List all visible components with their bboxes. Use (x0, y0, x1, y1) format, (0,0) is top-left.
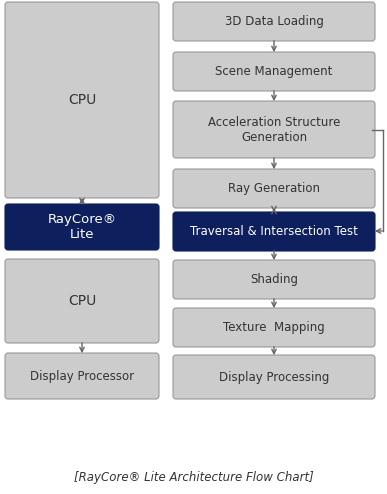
Text: Traversal & Intersection Test: Traversal & Intersection Test (190, 225, 358, 238)
Text: [RayCore® Lite Architecture Flow Chart]: [RayCore® Lite Architecture Flow Chart] (74, 471, 313, 484)
FancyBboxPatch shape (173, 212, 375, 251)
Text: 3D Data Loading: 3D Data Loading (224, 15, 324, 28)
Text: Display Processing: Display Processing (219, 370, 329, 383)
Text: Acceleration Structure
Generation: Acceleration Structure Generation (208, 116, 340, 143)
Text: Texture  Mapping: Texture Mapping (223, 321, 325, 334)
FancyBboxPatch shape (173, 2, 375, 41)
FancyBboxPatch shape (173, 169, 375, 208)
Text: Ray Generation: Ray Generation (228, 182, 320, 195)
Text: Shading: Shading (250, 273, 298, 286)
FancyBboxPatch shape (5, 259, 159, 343)
FancyBboxPatch shape (173, 52, 375, 91)
FancyBboxPatch shape (173, 308, 375, 347)
Text: RayCore®
Lite: RayCore® Lite (48, 213, 116, 241)
Text: Display Processor: Display Processor (30, 370, 134, 382)
Text: Scene Management: Scene Management (215, 65, 333, 78)
FancyBboxPatch shape (173, 355, 375, 399)
FancyBboxPatch shape (173, 101, 375, 158)
FancyBboxPatch shape (5, 2, 159, 198)
Text: CPU: CPU (68, 93, 96, 107)
FancyBboxPatch shape (5, 204, 159, 250)
FancyBboxPatch shape (173, 260, 375, 299)
Text: CPU: CPU (68, 294, 96, 308)
FancyBboxPatch shape (5, 353, 159, 399)
